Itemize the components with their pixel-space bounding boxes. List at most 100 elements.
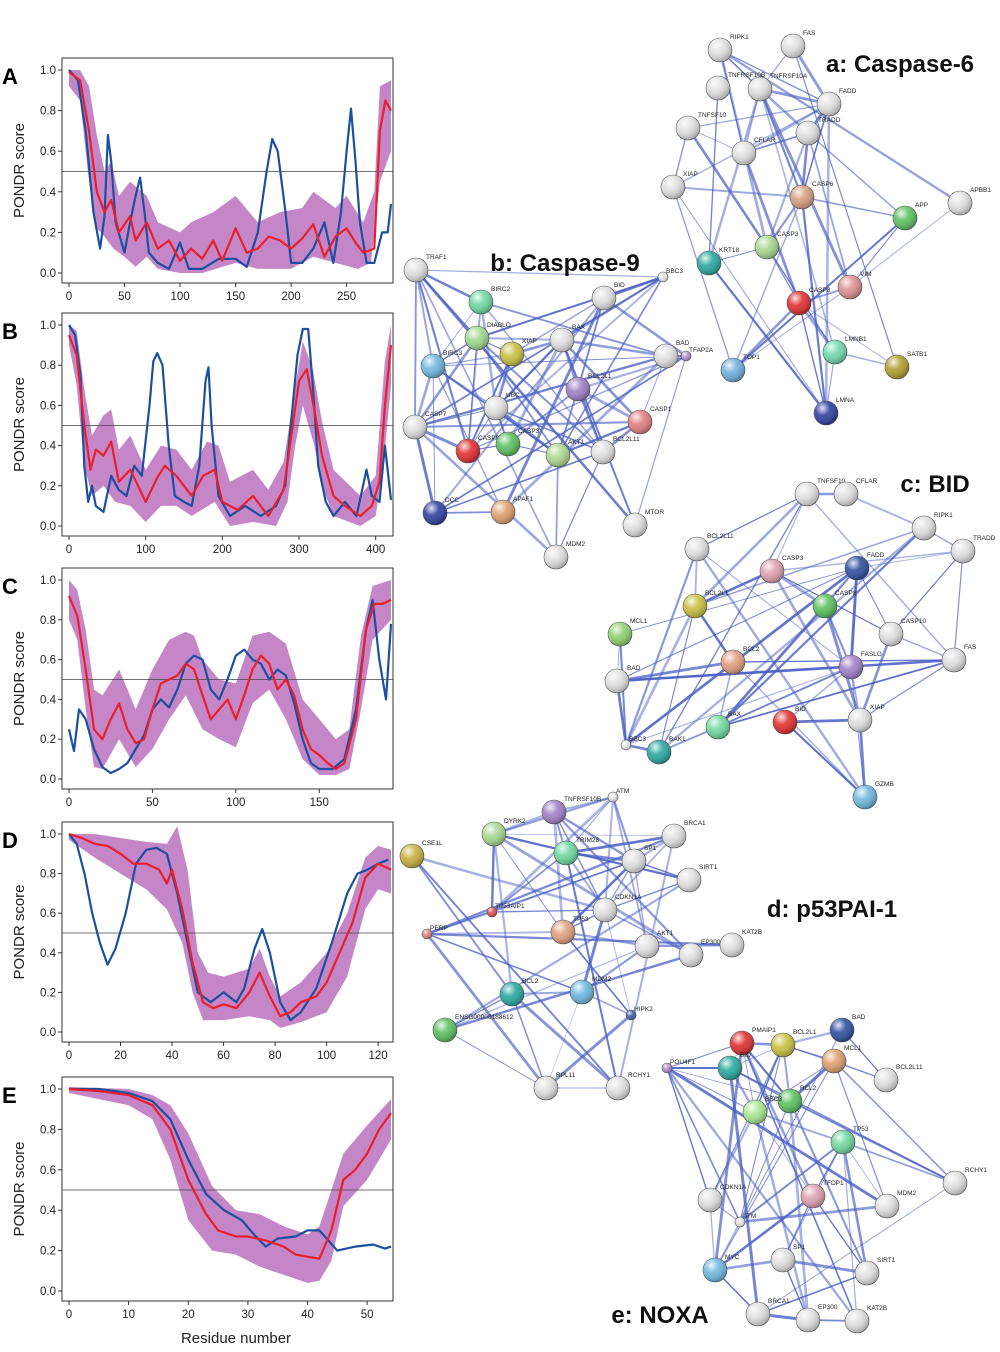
node-kat2b: KAT2B [844,1305,887,1334]
network-edge [757,1272,868,1315]
node-label: BAX [572,324,586,331]
node-myc: MYC [702,1254,740,1283]
x-tick-label: 40 [301,1309,314,1321]
node-shine [845,556,869,580]
node-shine [773,710,797,734]
node-label: BAD [627,665,641,672]
node-shine [491,500,515,524]
network-edge [739,1141,844,1223]
node-akt1: AKT1 [545,439,585,468]
network-edge [707,88,762,264]
x-axis-label: Residue number [181,1330,291,1347]
node-shine [421,354,445,378]
network-0: RIPK1 FAS TNFRSF10B TNFRSF10A FADD TNFSF10 CFL… [660,30,991,426]
chart-panel-e: 0.0 0.2 0.4 0.6 0.8 1.0 0 10 20 30 40 50 E PONDR scor… [2,1076,394,1321]
node-label: CASP7 [425,411,447,418]
network-edge [694,527,925,607]
series-line-mean [67,595,392,771]
node-label: AKT1 [657,930,674,937]
node-mdm2: MDM2 [569,976,612,1005]
network-edge [842,1141,956,1184]
network-edge [491,909,606,913]
node-lmnb1: LMNB1 [822,336,867,365]
node-label: XIAP [870,704,885,711]
x-tick-label: 60 [217,1050,230,1062]
node-pou4f1: POU4F1 [661,1059,696,1074]
node-shine [542,800,566,824]
network-edge [444,993,513,1031]
network-edge [413,337,479,428]
node-perp: PERP [421,925,448,940]
y-tick-label: 0.4 [40,694,57,706]
x-tick-label: 200 [213,544,232,556]
node-shine [484,396,508,420]
node-shine [703,1258,727,1282]
node-shine [635,934,659,958]
network-edge [414,407,497,428]
node-label: CASP8 [809,287,831,294]
std-band [69,580,391,775]
node-label: TNFRSF10B [728,72,765,79]
node-bid: BID [772,706,806,735]
plot-frame [61,57,394,284]
network-edge [564,852,620,1089]
node-akt1: AKT1 [634,930,674,959]
plot-frame [61,821,394,1043]
y-tick-label: 1.0 [40,829,56,841]
node-sp1: SP1 [770,1244,806,1273]
node-label: BRCA1 [768,1298,790,1305]
node-label: RIPK1 [730,34,749,41]
node-mdm2: MDM2 [543,541,586,570]
y-axis-label: PONDR score [11,631,28,726]
network-edge [666,1067,756,1113]
network-edge [739,1204,888,1224]
node-shine [566,377,590,401]
node-shine [626,1010,636,1020]
network-edge [890,550,964,635]
node-shine [732,141,756,165]
node-shine [685,537,709,561]
x-tick-label: 20 [114,1050,127,1062]
node-bad: BAD [653,340,690,369]
node-fas: FAS [941,644,977,673]
node-brca1: BRCA1 [745,1298,790,1327]
network-edge [845,493,925,529]
network-edge [493,833,675,837]
network-edge [754,1111,814,1197]
network-edge [616,567,858,682]
network-edge [411,855,513,995]
node-label: XIAP [683,171,698,178]
x-tick-label: 300 [289,544,308,556]
network-edge [562,931,632,1016]
network-edge [754,1111,844,1143]
network-edge [625,666,852,746]
x-tick-label: 0 [66,544,72,556]
node-atm: ATM [734,1213,756,1228]
node-label: BCL2L1 [588,373,612,380]
y-tick-label: 1.0 [40,65,56,77]
network-edge [604,835,675,911]
node-label: SIRT1 [877,1257,896,1264]
network-edge [798,302,827,414]
node-dcc: DCC [422,497,459,526]
node-sirt1: SIRT1 [676,864,718,893]
node-label: FASLG [861,651,882,658]
node-apaf1: APAF1 [490,496,533,525]
network-edge [426,933,583,993]
network-edge [666,1067,791,1102]
node-shine [875,1194,899,1218]
network-edge [666,1067,711,1201]
network-edge [709,1044,784,1201]
network-edge [788,1100,810,1321]
network-edge [789,1100,868,1274]
network-edge [604,909,632,1016]
node-shine [550,328,574,352]
node-label: LMNB1 [845,336,867,343]
network-edge [658,605,696,753]
node-label: BIRC2 [491,286,511,293]
y-tick-label: 0.0 [40,521,56,533]
chart-panel-b: 0.0 0.2 0.4 0.6 0.8 1.0 0 100 200 300 400 B PONDR sc… [2,312,394,556]
y-tick-label: 0.2 [40,987,56,999]
std-band [69,1087,391,1283]
node-label: DIABLO [487,322,511,329]
